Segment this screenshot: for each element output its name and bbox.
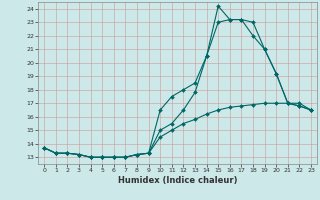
X-axis label: Humidex (Indice chaleur): Humidex (Indice chaleur) (118, 176, 237, 185)
